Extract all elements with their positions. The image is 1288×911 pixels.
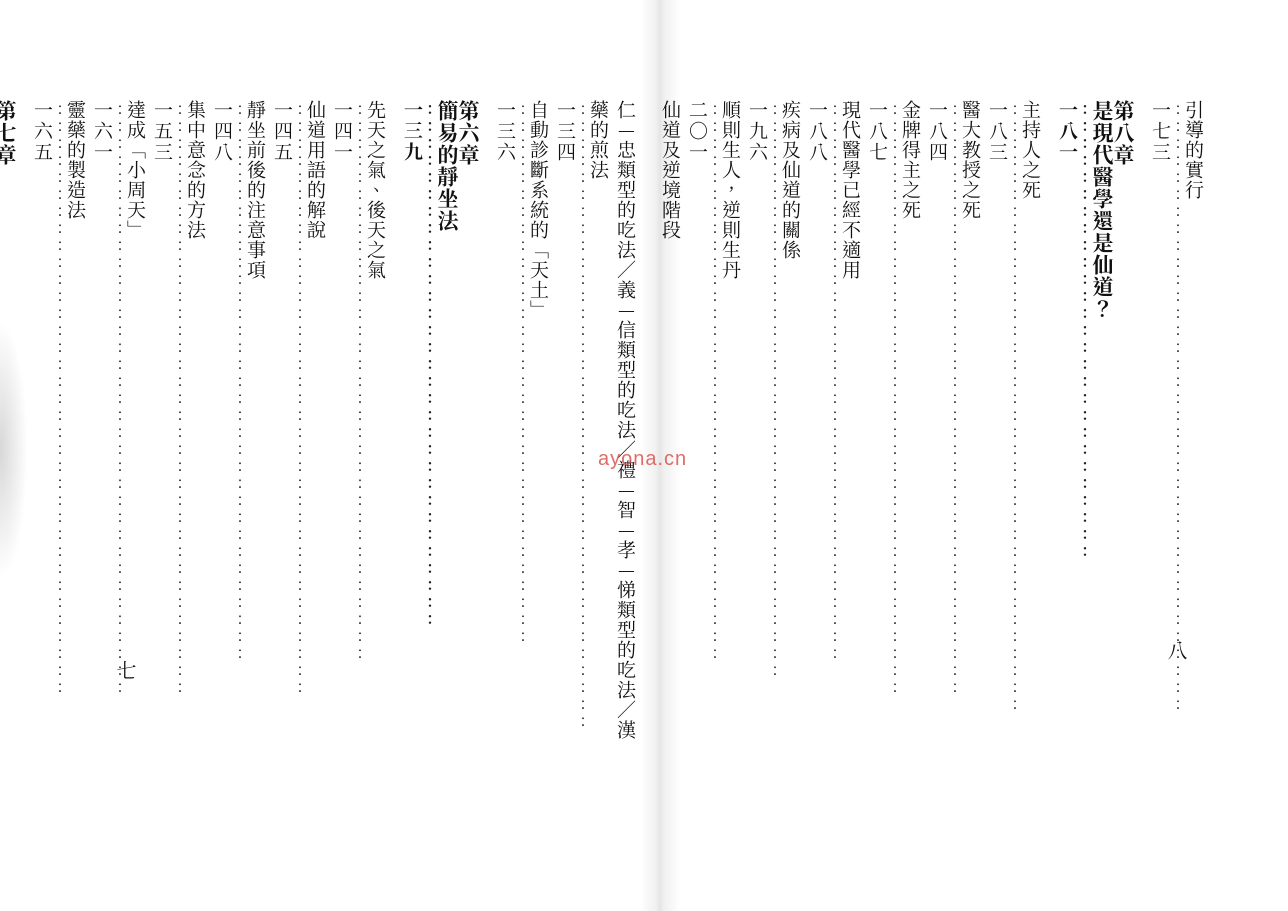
toc-page-number: 一五三 (154, 100, 173, 820)
toc-entry: 靜坐前後的注意事項：：：：：：：：：：：：：：：：：：：：：：：：：：：：：：：… (214, 100, 266, 820)
toc-page-number: 一八四 (929, 100, 948, 820)
leader-dots: ：：：：：：：：：：：：：：：：：：：：：：：：：：：：：：：：：：：： (1171, 100, 1185, 820)
chapter-heading: 第八章 是現代醫學還是仙道？：：：：：：：：：：：：：：：：：：：：：：：：：：… (1059, 100, 1134, 820)
leader-dots: ：：：：：：：：：：：：：：：：：：：：：：：：：：：：：：：：：：： (173, 100, 187, 820)
toc-page-number: 一三九 (404, 100, 423, 820)
toc-entry-text: 現代醫學已經不適用 (842, 100, 861, 820)
toc-entry: 疾病及仙道的關係：：：：：：：：：：：：：：：：：：：：：：：：：：：：：：：：… (749, 100, 801, 820)
toc-entry: 主持人之死：：：：：：：：：：：：：：：：：：：：：：：：：：：：：：：：：：：… (989, 100, 1041, 820)
leader-dots: ：：：：：：：：：：：：：：：：：：：：：：：：：：： (1078, 100, 1092, 820)
toc-page-number: 一六五 (34, 100, 53, 820)
leader-dots: ：：：：：：：：：：：：：：：：：：：：：：：：：：：：：：：：： (828, 100, 842, 820)
toc-entry: 仙道用語的解說：：：：：：：：：：：：：：：：：：：：：：：：：：：：：：：：：… (274, 100, 326, 820)
toc-entry-text: 集中意念的方法 (187, 100, 206, 820)
right-page: 引導的實行：：：：：：：：：：：：：：：：：：：：：：：：：：：：：：：：：：：… (660, 0, 1288, 911)
toc-page-number: 一六一 (94, 100, 113, 820)
right-page-number: 八 (1163, 640, 1192, 660)
toc-page-number: 一三四 (557, 100, 576, 820)
chapter-heading: 第六章 簡易的靜坐法：：：：：：：：：：：：：：：：：：：：：：：：：：：：：：… (404, 100, 479, 820)
leader-dots: ：：：：：：：：：：：：：：：：：：：：：：：：：：：：：：：：：：： (113, 100, 127, 820)
toc-entry-text: 靈藥的製造法 (67, 100, 86, 820)
toc-page-number: 一四八 (214, 100, 233, 820)
leader-dots: ：：：：：：：：：：：：：：：：：：：：：：：：：：：：：：：：：：： (888, 100, 902, 820)
toc-entry: 現代醫學已經不適用：：：：：：：：：：：：：：：：：：：：：：：：：：：：：：：… (809, 100, 861, 820)
toc-entry: 仁—忠類型的吃法／義—信類型的吃法／禮—智—孝—悌類型的吃法／漢 (617, 100, 636, 820)
left-page: 仁—忠類型的吃法／義—信類型的吃法／禮—智—孝—悌類型的吃法／漢藥的煎法：：：：… (0, 0, 660, 911)
toc-entry-text: 仙道用語的解說 (307, 100, 326, 820)
toc-page-number: 一九六 (749, 100, 768, 820)
toc-page-number: 一八一 (1059, 100, 1078, 820)
chapter-title: 是現代醫學還是仙道？ (1092, 100, 1113, 820)
toc-entry-text: 達成「小周天」 (127, 100, 146, 820)
toc-entry-text: 自動診斷系統的「天土」 (530, 100, 549, 820)
leader-dots: ：：：：：：：：：：：：：：：：：：：：：：：：：：：：：：：：： (708, 100, 722, 820)
toc-page-number: 一八八 (809, 100, 828, 820)
toc-entry-text: 仙道及逆境階段 (662, 100, 681, 820)
toc-entry-text: 先天之氣、後天之氣 (367, 100, 386, 820)
toc-entry: 達成「小周天」：：：：：：：：：：：：：：：：：：：：：：：：：：：：：：：：：… (94, 100, 146, 820)
toc-page-number: 一三六 (497, 100, 516, 820)
chapter-title: 簡易的靜坐法 (437, 100, 458, 820)
toc-entry: 藥的煎法：：：：：：：：：：：：：：：：：：：：：：：：：：：：：：：：：：：：… (557, 100, 609, 820)
leader-dots: ：：：：：：：：：：：：：：：：：：：：：：：：：：：：：：： (423, 100, 437, 820)
toc-page-number: 一四五 (274, 100, 293, 820)
left-columns: 仁—忠類型的吃法／義—信類型的吃法／禮—智—孝—悌類型的吃法／漢藥的煎法：：：：… (0, 100, 640, 820)
toc-entry: 醫大教授之死：：：：：：：：：：：：：：：：：：：：：：：：：：：：：：：：：：… (929, 100, 981, 820)
toc-entry: 引導的實行：：：：：：：：：：：：：：：：：：：：：：：：：：：：：：：：：：：… (1152, 100, 1204, 820)
leader-dots: ：：：：：：：：：：：：：：：：：：：：：：：：：：：：：：：：： (353, 100, 367, 820)
toc-entry-text: 順則生人，逆則生丹 (722, 100, 741, 820)
toc-entry: 金牌得主之死：：：：：：：：：：：：：：：：：：：：：：：：：：：：：：：：：：… (869, 100, 921, 820)
toc-entry-text: 藥的煎法 (590, 100, 609, 820)
leader-dots: ：：：：：：：：：：：：：：：：：：：：：：：：：：：：：：：：：： (768, 100, 782, 820)
toc-page-number: 一七三 (1152, 100, 1171, 820)
leader-dots: ：：：：：：：：：：：：：：：：：：：：：：：：：：：：：：：：：：：： (1008, 100, 1022, 820)
leader-dots: ：：：：：：：：：：：：：：：：：：：：：：：：：：：：：：：：：：：：： (576, 100, 590, 820)
left-page-number: 七 (112, 660, 141, 680)
toc-page-number: 一四一 (334, 100, 353, 820)
toc-entry-text: 仁—忠類型的吃法／義—信類型的吃法／禮—智—孝—悌類型的吃法／漢 (617, 100, 636, 820)
leader-dots: ：：：：：：：：：：：：：：：：：：：：：：：：：：：：：：：：：：： (53, 100, 67, 820)
leader-dots: ：：：：：：：：：：：：：：：：：：：：：：：：：：：：：：：：：：： (293, 100, 307, 820)
toc-page-number: 一八七 (869, 100, 888, 820)
toc-entry: 靈藥的製造法：：：：：：：：：：：：：：：：：：：：：：：：：：：：：：：：：：… (34, 100, 86, 820)
leader-dots: ：：：：：：：：：：：：：：：：：：：：：：：：：：：：：：：：： (233, 100, 247, 820)
leader-dots: ：：：：：：：：：：：：：：：：：：：：：：：：：：：：：：：：：：： (948, 100, 962, 820)
toc-page-number: 二〇一 (689, 100, 708, 820)
toc-entry-text: 金牌得主之死 (902, 100, 921, 820)
toc-entry-text: 主持人之死 (1022, 100, 1041, 820)
toc-entry: 先天之氣、後天之氣：：：：：：：：：：：：：：：：：：：：：：：：：：：：：：：… (334, 100, 386, 820)
toc-entry: 自動診斷系統的「天土」：：：：：：：：：：：：：：：：：：：：：：：：：：：：：… (497, 100, 549, 820)
toc-entry-text: 疾病及仙道的關係 (782, 100, 801, 820)
toc-entry-text: 靜坐前後的注意事項 (247, 100, 266, 820)
toc-page-number: 一八三 (989, 100, 1008, 820)
toc-entry-text: 引導的實行 (1185, 100, 1204, 820)
toc-entry-text: 醫大教授之死 (962, 100, 981, 820)
toc-entry: 順則生人，逆則生丹：：：：：：：：：：：：：：：：：：：：：：：：：：：：：：：… (689, 100, 741, 820)
leader-dots: ：：：：：：：：：：：：：：：：：：：：：：：：：：：：：：：： (516, 100, 530, 820)
toc-entry: 集中意念的方法：：：：：：：：：：：：：：：：：：：：：：：：：：：：：：：：：… (154, 100, 206, 820)
